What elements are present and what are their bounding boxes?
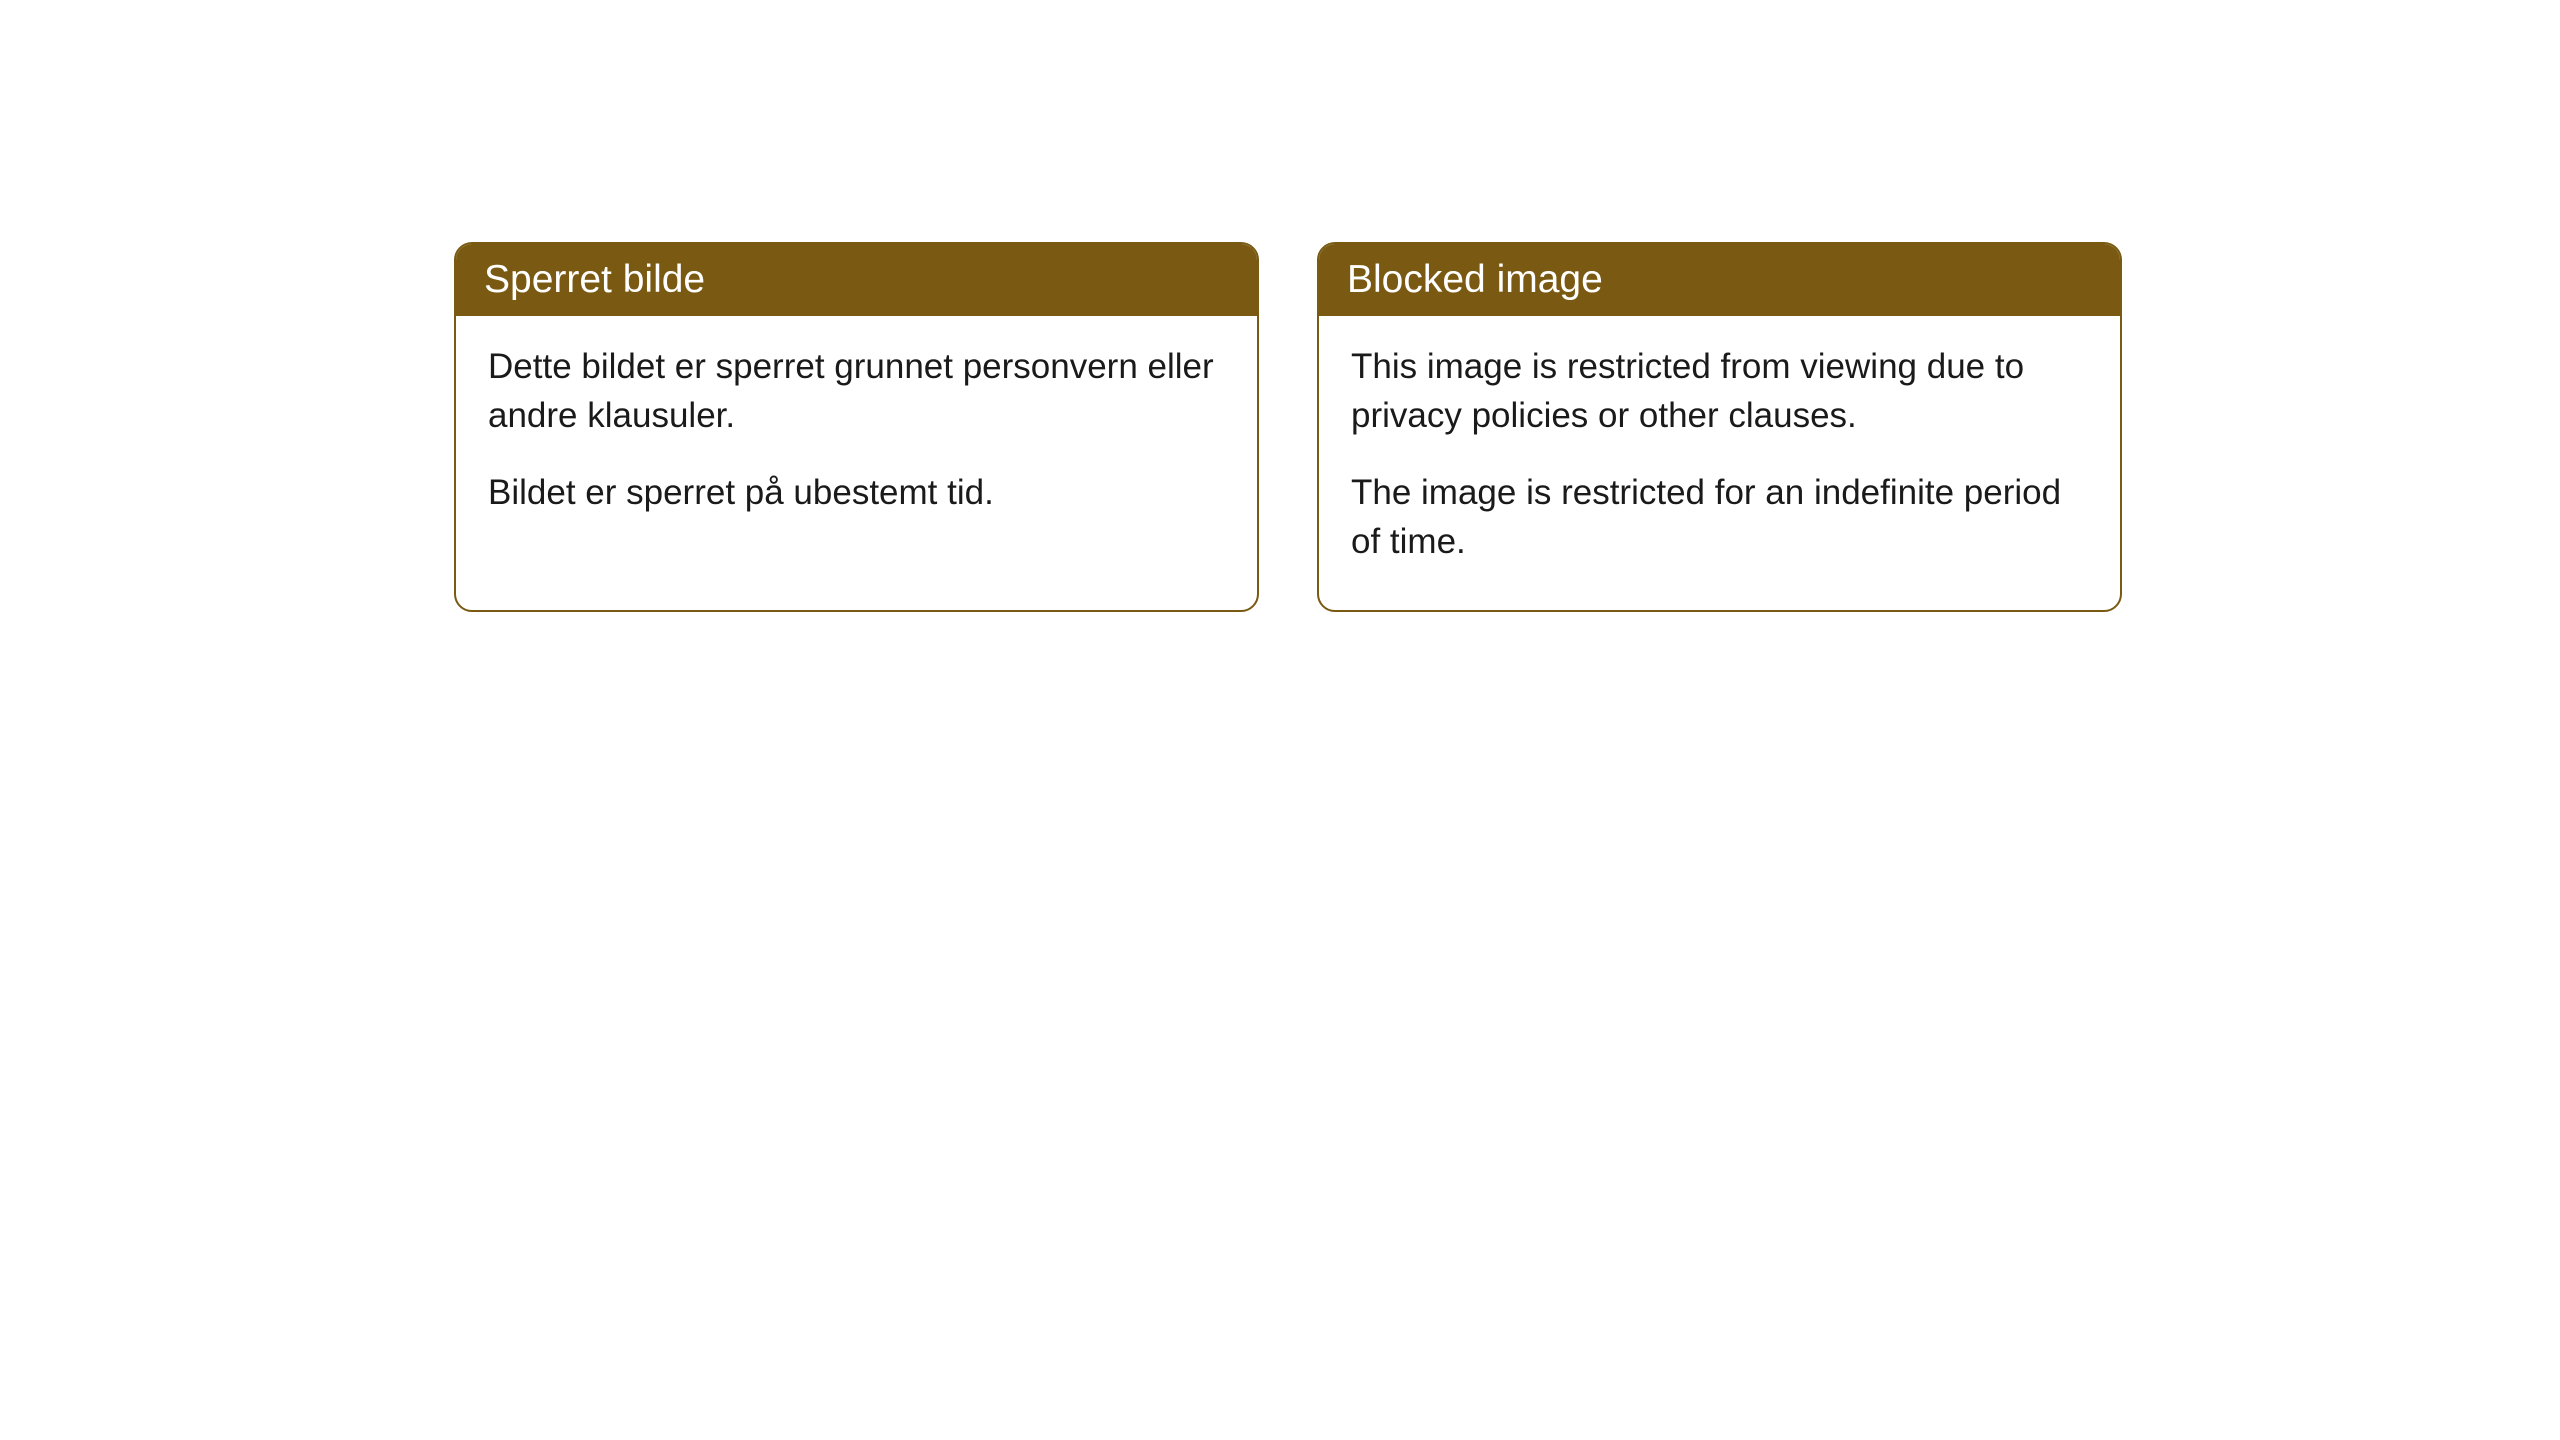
card-english: Blocked image This image is restricted f…	[1317, 242, 2122, 612]
card-norwegian: Sperret bilde Dette bildet er sperret gr…	[454, 242, 1259, 612]
card-header-english: Blocked image	[1319, 244, 2120, 316]
card-header-norwegian: Sperret bilde	[456, 244, 1257, 316]
card-title-norwegian: Sperret bilde	[484, 258, 705, 301]
card-body-english: This image is restricted from viewing du…	[1319, 316, 2120, 610]
card-paragraph-2-english: The image is restricted for an indefinit…	[1351, 468, 2088, 566]
card-paragraph-1-norwegian: Dette bildet er sperret grunnet personve…	[488, 342, 1225, 440]
card-paragraph-2-norwegian: Bildet er sperret på ubestemt tid.	[488, 468, 1225, 517]
card-title-english: Blocked image	[1347, 258, 1603, 301]
card-body-norwegian: Dette bildet er sperret grunnet personve…	[456, 316, 1257, 561]
cards-container: Sperret bilde Dette bildet er sperret gr…	[454, 242, 2122, 612]
card-paragraph-1-english: This image is restricted from viewing du…	[1351, 342, 2088, 440]
